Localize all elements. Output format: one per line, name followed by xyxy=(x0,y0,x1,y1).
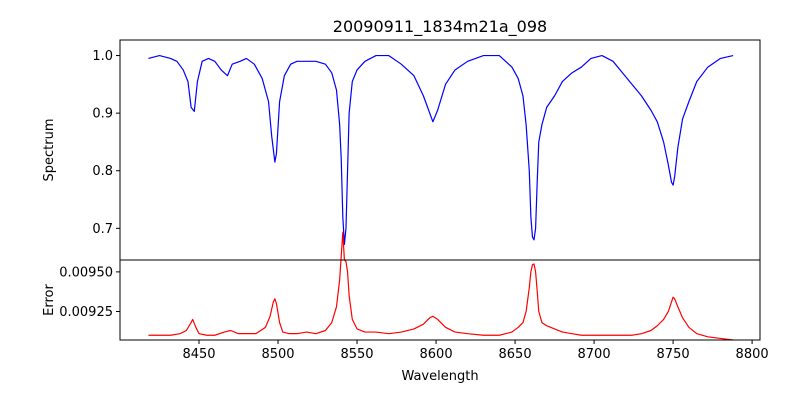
error-axes-frame xyxy=(119,259,761,341)
spectrum-series-line xyxy=(148,54,734,246)
x-tick-label: 8750 xyxy=(657,347,690,362)
spectrum-y-tick-label: 1.0 xyxy=(92,49,113,64)
error-plot-area xyxy=(148,231,734,341)
chart-title: 20090911_1834m21a_098 xyxy=(333,17,547,37)
spectrum-y-ticks: 0.7 0.8 0.9 1.0 xyxy=(92,49,120,237)
spectrum-y-axis-label: Spectrum xyxy=(42,119,57,182)
spectrum-plot-area xyxy=(148,54,734,246)
error-y-axis-label: Error xyxy=(42,284,57,316)
x-tick-label: 8600 xyxy=(420,347,453,362)
error-y-ticks: 0.00925 0.00950 xyxy=(59,265,120,320)
x-tick-label: 8500 xyxy=(261,347,294,362)
error-y-tick-label: 0.00950 xyxy=(59,265,113,280)
x-axis-label: Wavelength xyxy=(401,369,478,384)
spectrum-panel: 20090911_1834m21a_098 0.7 0.8 0.9 1.0 Spect… xyxy=(42,17,761,261)
x-tick-label: 8650 xyxy=(499,347,532,362)
x-tick-label: 8800 xyxy=(736,347,769,362)
spectrum-y-tick-label: 0.8 xyxy=(92,164,113,179)
spectrum-y-tick-label: 0.9 xyxy=(92,107,113,122)
error-y-tick-label: 0.00925 xyxy=(59,305,113,320)
error-series-line xyxy=(148,231,734,341)
spectrum-y-tick-label: 0.7 xyxy=(92,222,113,237)
x-tick-label: 8550 xyxy=(340,347,373,362)
x-ticks: 8450 8500 8550 8600 8650 8700 8750 8800 xyxy=(182,340,769,362)
x-tick-label: 8700 xyxy=(578,347,611,362)
x-tick-label: 8450 xyxy=(182,347,215,362)
